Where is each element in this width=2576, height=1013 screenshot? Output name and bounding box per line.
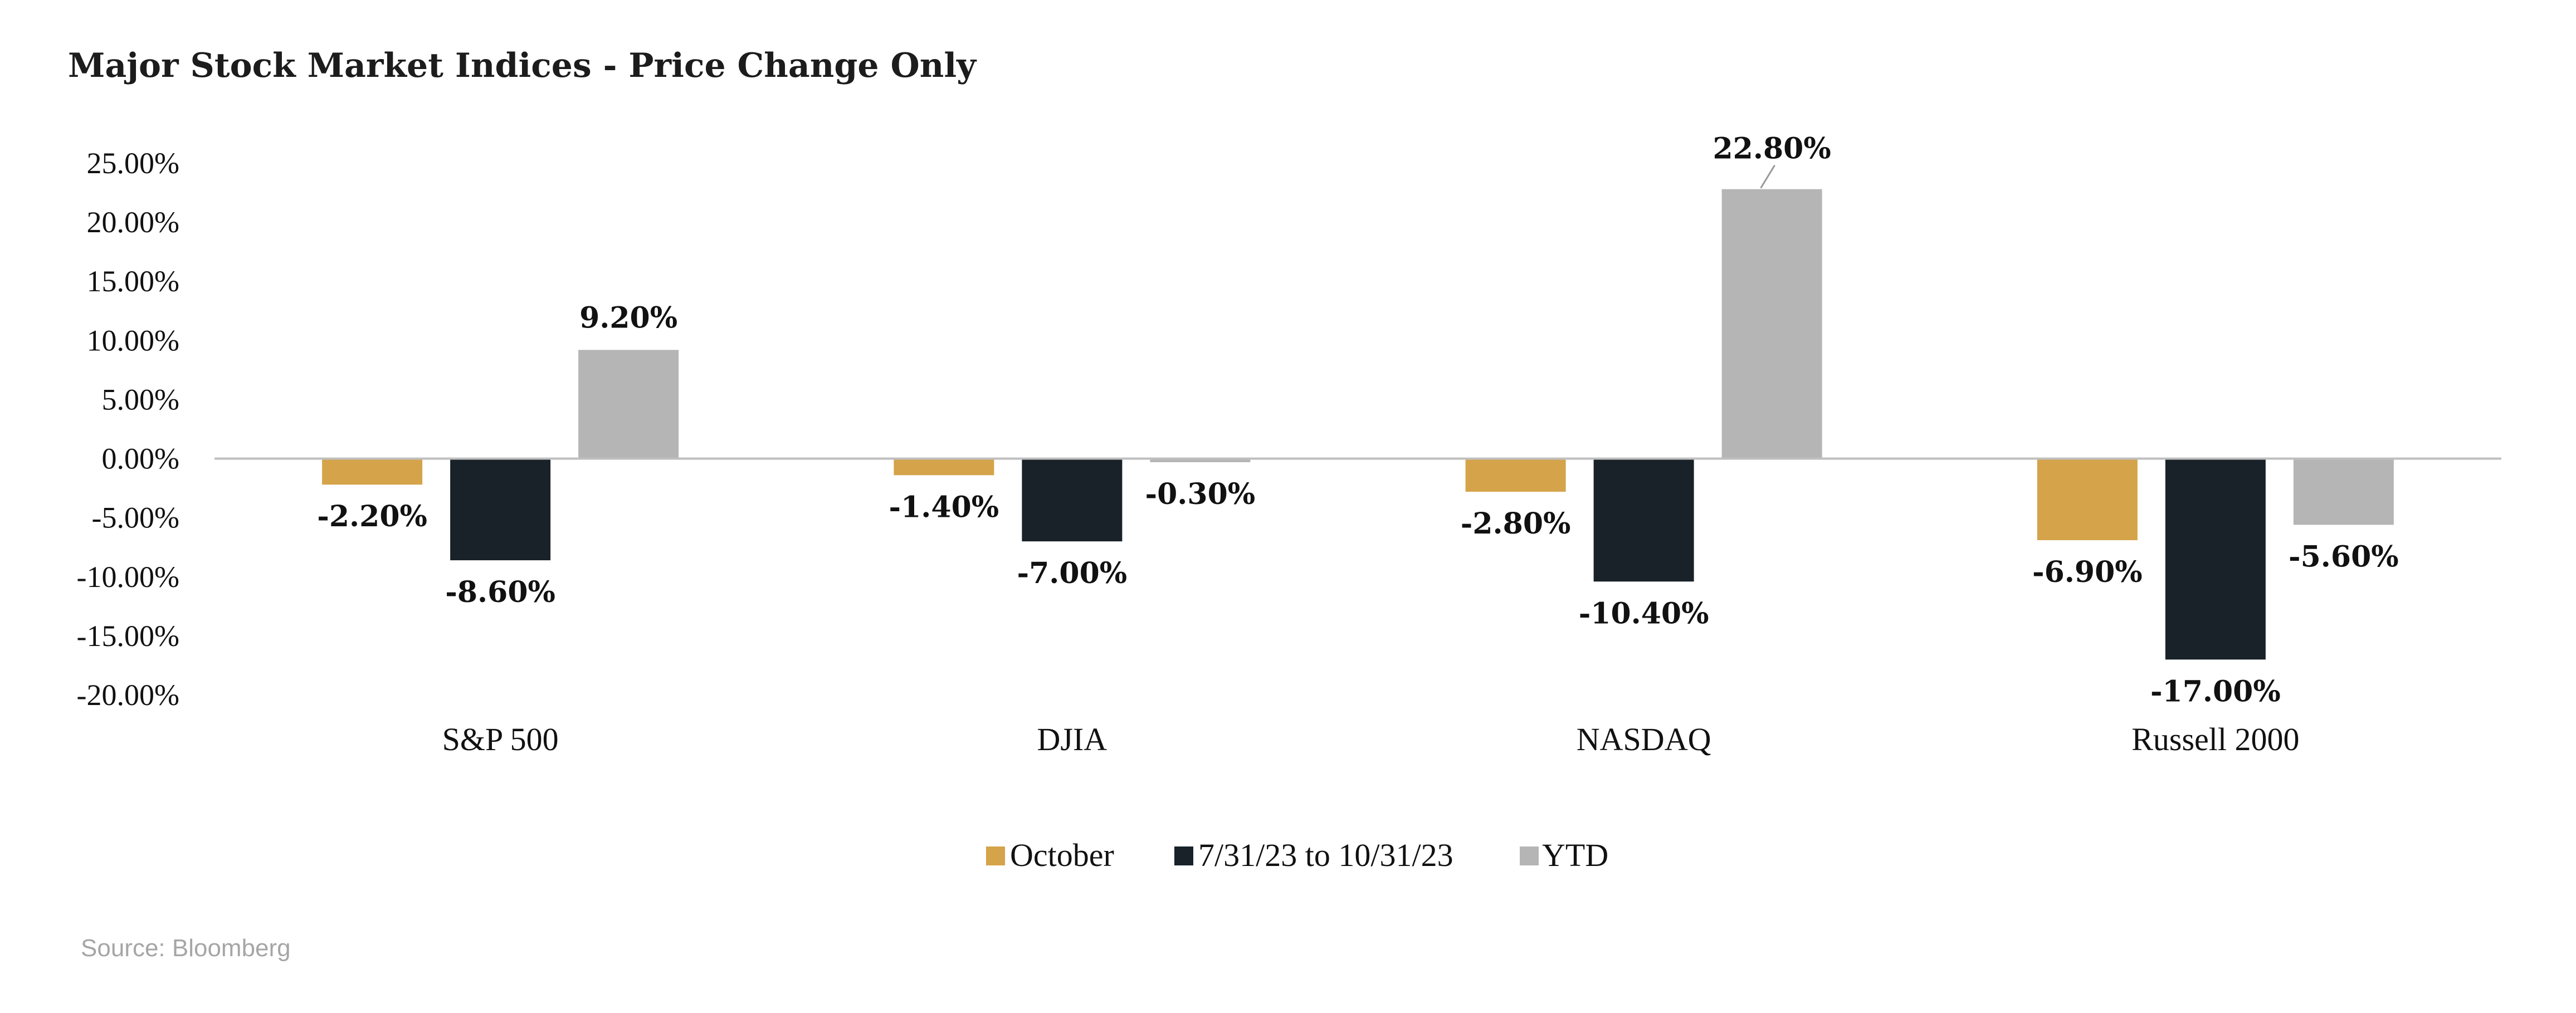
data-label: -8.60%: [445, 575, 555, 609]
bar: [1150, 458, 1251, 462]
bars: [322, 189, 2394, 660]
x-tick-label: NASDAQ: [1577, 721, 1711, 757]
data-label: -6.90%: [2032, 555, 2143, 589]
bar: [450, 458, 551, 561]
bar: [322, 458, 423, 485]
legend-label: October: [1010, 837, 1114, 873]
bar: [1593, 458, 1694, 582]
legend-swatch: [1174, 846, 1193, 865]
data-label: -7.00%: [1017, 556, 1128, 590]
y-tick-label: 20.00%: [87, 205, 179, 239]
x-tick-label: Russell 2000: [2131, 721, 2299, 757]
y-tick-label: -20.00%: [77, 678, 179, 712]
y-tick-label: 5.00%: [102, 383, 179, 416]
y-tick-label: 0.00%: [102, 442, 179, 476]
legend-label: YTD: [1542, 837, 1608, 873]
data-label: -17.00%: [2150, 674, 2281, 708]
y-tick-label: 25.00%: [87, 146, 179, 180]
leader-line: [1760, 164, 1775, 189]
bar: [1465, 458, 1566, 492]
data-label: -1.40%: [889, 490, 999, 524]
y-axis: 25.00% 20.00% 15.00% 10.00% 5.00% 0.00% -5.00%…: [77, 146, 179, 712]
bar: [1721, 189, 1822, 459]
x-tick-label: DJIA: [1037, 721, 1108, 757]
bar: [894, 458, 994, 476]
legend-label: 7/31/23 to 10/31/23: [1198, 837, 1453, 873]
source-note: Source: Bloomberg: [81, 934, 291, 962]
data-label: -10.40%: [1579, 596, 1709, 630]
bar: [2293, 458, 2394, 525]
legend: October 7/31/23 to 10/31/23 YTD: [986, 837, 1608, 873]
y-tick-label: 10.00%: [87, 324, 179, 357]
y-tick-label: -15.00%: [77, 619, 179, 653]
data-label: -2.80%: [1461, 507, 1571, 541]
bar: [1022, 458, 1123, 542]
data-label: -2.20%: [317, 500, 427, 534]
bar: [2037, 458, 2138, 540]
data-label: -0.30%: [1145, 477, 1256, 511]
bar: [2165, 458, 2266, 660]
bar: [578, 350, 679, 459]
legend-swatch: [986, 846, 1005, 865]
data-label: 9.20%: [579, 301, 677, 335]
y-tick-label: 15.00%: [87, 265, 179, 298]
y-tick-label: -10.00%: [77, 560, 179, 594]
x-axis: S&P 500 DJIA NASDAQ Russell 2000: [442, 721, 2300, 757]
x-tick-label: S&P 500: [442, 721, 559, 757]
data-labels: -2.20% -8.60% 9.20% -1.40% -7.00% -0.30% -2.80…: [317, 132, 2398, 709]
legend-swatch: [1520, 846, 1539, 865]
data-label: 22.80%: [1713, 132, 1831, 166]
y-tick-label: -5.00%: [92, 501, 179, 535]
chart-title: Major Stock Market Indices - Price Chang…: [68, 46, 977, 85]
data-label: -5.60%: [2289, 540, 2399, 574]
